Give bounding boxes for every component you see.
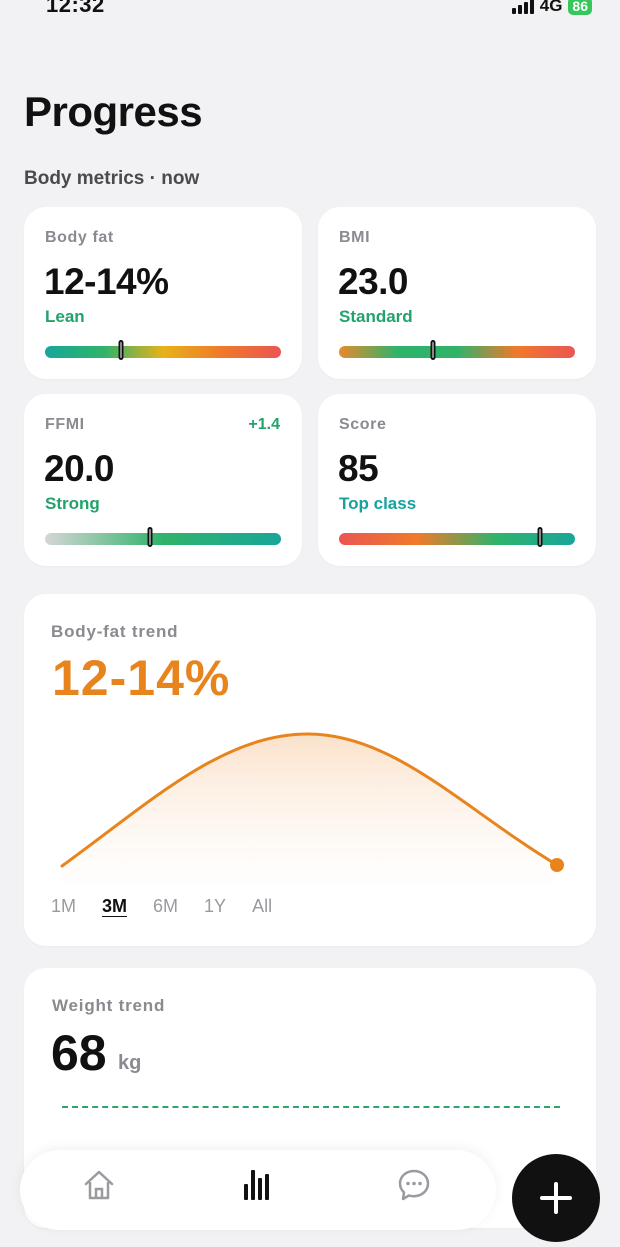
tab-progress[interactable] xyxy=(240,1168,274,1207)
gauge-marker xyxy=(537,527,543,547)
metric-value: 23.0 xyxy=(338,261,409,302)
body-fat-card[interactable]: Body fat 12-14% Lean xyxy=(24,207,302,379)
metric-label: FFMI xyxy=(45,416,85,433)
add-button[interactable] xyxy=(512,1154,600,1242)
tab-chat[interactable] xyxy=(397,1168,431,1207)
section-label: Body metrics · now xyxy=(24,168,200,189)
battery-level: 86 xyxy=(568,0,592,15)
status-bar: 12:32 4G 86 xyxy=(0,0,620,24)
plus-icon xyxy=(540,1182,572,1214)
metric-value: 85 xyxy=(338,448,379,489)
metric-value: 20.0 xyxy=(44,448,115,489)
metric-status: Standard xyxy=(339,307,413,326)
metric-label: Score xyxy=(339,416,387,433)
bmi-gauge xyxy=(339,340,575,360)
range-tab-6m[interactable]: 6M xyxy=(153,896,179,916)
score-gauge xyxy=(339,527,575,547)
range-tab-1y[interactable]: 1Y xyxy=(204,896,227,916)
home-icon xyxy=(84,1170,114,1200)
trend-endpoint xyxy=(550,858,564,872)
range-tab-all[interactable]: All xyxy=(252,896,273,916)
tab-home[interactable] xyxy=(82,1168,116,1207)
score-card[interactable]: Score 85 Top class xyxy=(318,394,596,566)
weight-target-line xyxy=(62,1106,560,1108)
metric-status: Strong xyxy=(45,494,100,513)
ffmi-card[interactable]: FFMI +1.4 20.0 Strong xyxy=(24,394,302,566)
metric-status: Top class xyxy=(339,494,417,513)
range-tab-3m[interactable]: 3M xyxy=(102,896,128,916)
battery-icon: 86 xyxy=(568,0,592,15)
body-fat-trend-card[interactable]: Body-fat trend 12-14% 1M 3M 6M 1Y All xyxy=(24,594,596,946)
progress-chart-icon xyxy=(244,1170,269,1200)
status-indicators: 4G 86 xyxy=(511,0,592,16)
gauge-marker xyxy=(118,340,124,360)
signal-icon xyxy=(511,0,534,14)
trend-area xyxy=(62,734,557,884)
body-fat-trend-chart xyxy=(60,732,564,884)
tab-bar xyxy=(20,1150,496,1230)
gauge-marker xyxy=(430,340,436,360)
weight-label: Weight trend xyxy=(52,996,166,1015)
weight-value: 68 xyxy=(51,1025,107,1081)
range-tabs: 1M 3M 6M 1Y All xyxy=(51,896,298,917)
metric-delta: +1.4 xyxy=(248,416,280,433)
status-time: 12:32 xyxy=(46,0,105,17)
range-tab-1m[interactable]: 1M xyxy=(51,896,77,916)
metric-label: Body fat xyxy=(45,229,114,246)
gauge-marker xyxy=(147,527,153,547)
chat-icon xyxy=(398,1169,430,1201)
network-label: 4G xyxy=(539,0,563,15)
weight-unit: kg xyxy=(118,1052,142,1074)
bmi-card[interactable]: BMI 23.0 Standard xyxy=(318,207,596,379)
ffmi-gauge xyxy=(45,527,281,547)
metric-value: 12-14% xyxy=(44,261,169,302)
body-fat-gauge xyxy=(45,340,281,360)
trend-label: Body-fat trend xyxy=(51,622,179,641)
trend-value: 12-14% xyxy=(52,650,231,706)
metric-label: BMI xyxy=(339,229,371,246)
metric-status: Lean xyxy=(45,307,85,326)
page-title: Progress xyxy=(24,88,203,135)
trend-line xyxy=(60,732,559,868)
